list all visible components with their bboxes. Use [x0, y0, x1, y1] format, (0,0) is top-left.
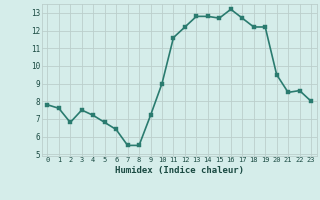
X-axis label: Humidex (Indice chaleur): Humidex (Indice chaleur): [115, 166, 244, 175]
